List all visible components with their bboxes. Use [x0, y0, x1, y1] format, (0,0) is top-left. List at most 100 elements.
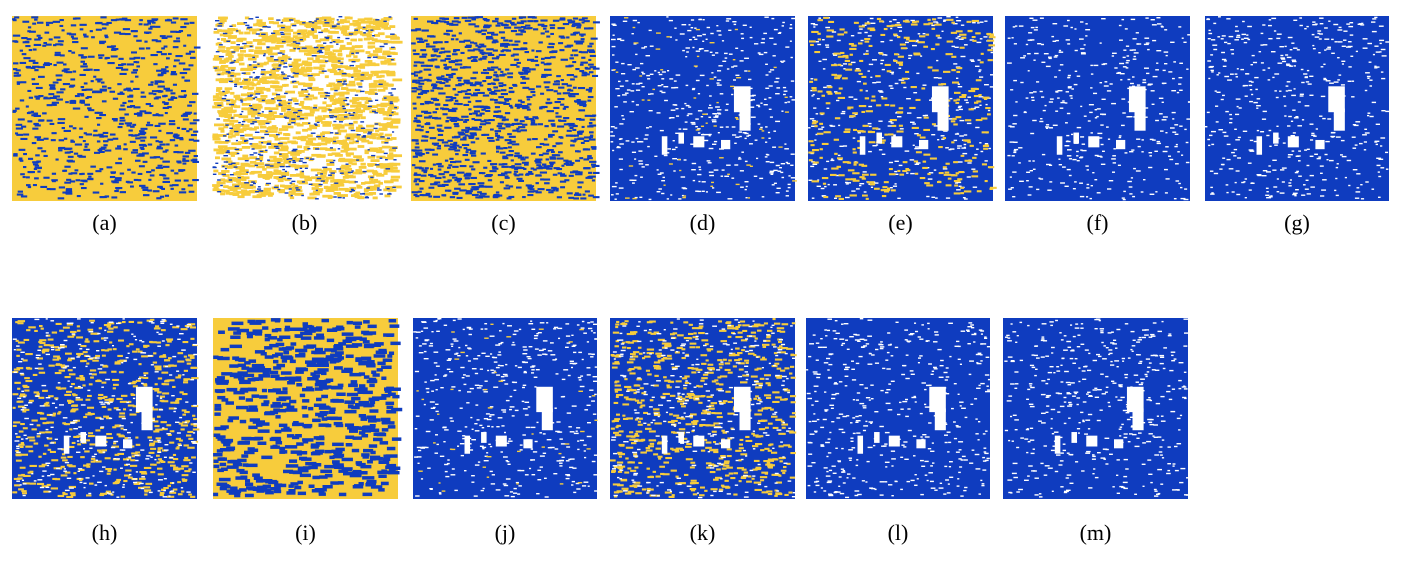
point-speck: [233, 128, 239, 131]
point-speck: [580, 197, 587, 200]
point-speck: [558, 119, 567, 122]
point-speck: [513, 58, 520, 61]
point-speck: [288, 188, 292, 190]
point-speck: [502, 49, 509, 52]
point-speck: [256, 194, 266, 197]
point-speck: [587, 157, 593, 160]
point-speck: [48, 93, 55, 96]
point-speck: [881, 97, 888, 100]
point-speck: [425, 192, 431, 195]
point-speck: [761, 196, 765, 198]
point-speck: [241, 103, 251, 106]
point-speck: [543, 165, 549, 168]
point-speck: [361, 139, 370, 143]
point-speck: [99, 42, 105, 45]
point-speck: [508, 195, 515, 198]
point-speck: [321, 131, 331, 135]
point-speck: [587, 96, 594, 99]
point-speck: [175, 30, 182, 33]
point-speck: [380, 111, 386, 114]
point-speck: [775, 93, 780, 95]
point-speck: [319, 154, 326, 158]
point-speck: [278, 176, 283, 179]
point-speck: [709, 51, 713, 53]
point-speck: [489, 98, 494, 101]
point-speck: [15, 127, 23, 130]
point-speck: [936, 59, 939, 62]
point-speck: [345, 137, 355, 141]
point-speck: [515, 103, 522, 106]
point-speck: [85, 68, 93, 71]
point-speck: [370, 29, 374, 31]
point-speck: [301, 194, 304, 197]
point-speck: [19, 99, 25, 102]
point-speck: [248, 86, 255, 90]
point-speck: [421, 29, 429, 32]
point-speck: [218, 16, 227, 20]
point-speck: [156, 51, 163, 54]
point-speck: [83, 148, 91, 151]
point-speck: [83, 35, 89, 38]
point-speck: [816, 185, 821, 187]
point-speck: [356, 195, 363, 199]
point-speck: [46, 119, 53, 122]
point-speck: [430, 167, 434, 170]
point-speck: [170, 71, 177, 74]
point-speck: [327, 163, 335, 166]
point-speck: [498, 96, 504, 99]
point-speck: [99, 196, 105, 199]
point-speck: [224, 167, 227, 170]
point-speck: [279, 141, 288, 145]
point-speck: [244, 139, 249, 142]
point-speck: [440, 107, 444, 110]
point-speck: [421, 135, 427, 138]
point-speck: [726, 68, 730, 70]
point-speck: [834, 117, 841, 120]
point-speck: [242, 154, 249, 158]
point-speck: [284, 171, 290, 175]
point-speck: [288, 190, 294, 194]
point-speck: [150, 54, 158, 57]
point-speck: [569, 93, 575, 96]
point-speck: [336, 179, 346, 182]
point-speck: [182, 162, 187, 165]
point-speck: [315, 116, 322, 120]
point-speck: [254, 164, 259, 167]
point-speck: [674, 104, 678, 106]
point-speck: [951, 45, 955, 48]
point-speck: [269, 57, 274, 61]
point-speck: [431, 84, 438, 87]
point-speck: [969, 59, 974, 61]
point-speck: [701, 134, 706, 136]
point-speck: [65, 101, 69, 104]
point-speck: [896, 130, 904, 133]
point-speck: [244, 140, 247, 142]
point-speck: [707, 162, 712, 164]
point-speck: [420, 103, 425, 106]
point-speck: [516, 65, 520, 68]
point-speck: [1132, 49, 1136, 51]
point-speck: [124, 33, 131, 36]
point-speck: [451, 20, 459, 23]
point-speck: [480, 49, 484, 52]
point-speck: [334, 116, 337, 118]
point-speck: [333, 159, 336, 162]
point-speck: [691, 88, 695, 91]
point-speck: [390, 120, 401, 124]
point-speck: [504, 123, 511, 126]
point-speck: [193, 155, 198, 158]
point-speck: [936, 22, 939, 24]
point-speck: [440, 59, 446, 62]
point-speck: [851, 44, 857, 47]
point-speck: [1080, 149, 1083, 151]
point-speck: [255, 158, 260, 160]
point-speck: [359, 63, 370, 67]
point-speck: [285, 186, 295, 190]
point-speck: [612, 54, 615, 56]
point-speck: [322, 181, 328, 184]
point-speck: [790, 153, 795, 155]
point-speck: [610, 126, 615, 128]
point-speck: [420, 64, 428, 67]
point-speck: [43, 176, 50, 179]
point-speck: [839, 145, 844, 147]
